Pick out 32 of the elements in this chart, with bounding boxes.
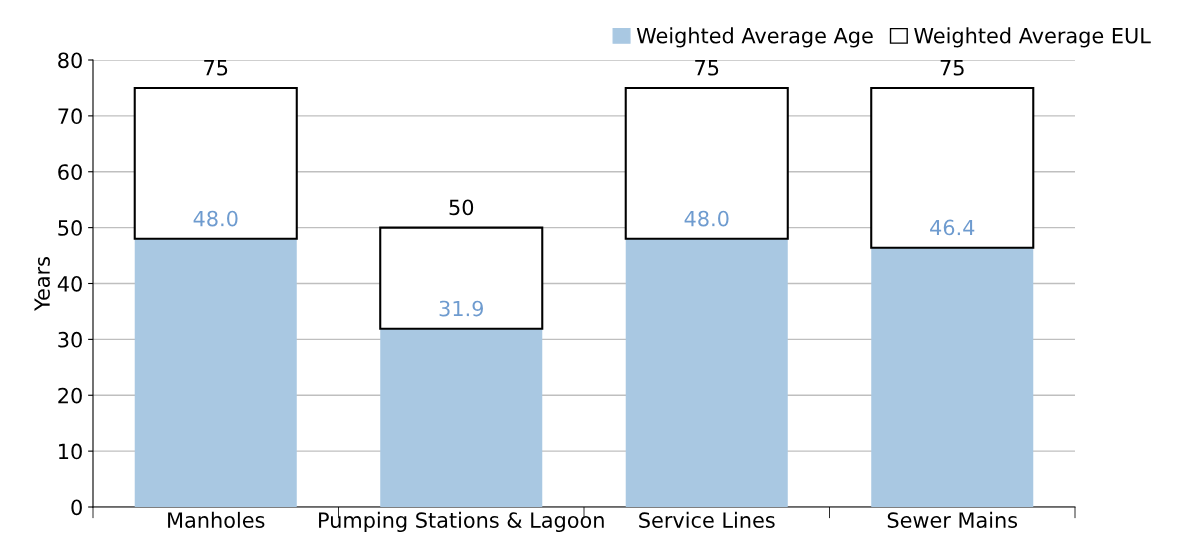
bar (625, 238, 788, 507)
x-tick-label: Sewer Mains (887, 511, 1018, 528)
y-tick-label: 20 (58, 387, 82, 404)
total-label: 75 (695, 60, 719, 76)
y-tick-label: 0 (71, 499, 82, 516)
data-label: 48.0 (684, 210, 729, 227)
total-label: 75 (204, 60, 228, 76)
data-label: 31.9 (439, 300, 483, 317)
y-tick-label: 70 (58, 108, 82, 125)
x-tick-label: Pumping Stations & Lagoon (319, 511, 604, 533)
total-label: 50 (449, 199, 474, 216)
y-tick-label: 10 (59, 443, 82, 460)
x-tick-label: Manholes (168, 511, 265, 528)
bar (133, 86, 298, 240)
bar (379, 226, 544, 330)
data-label: 48.0 (193, 210, 238, 227)
y-axis-title: Years (34, 257, 50, 312)
data-label: 46.4 (930, 219, 975, 236)
y-tick-label: 50 (58, 220, 82, 236)
legend-label: Weighted Average EUL (914, 27, 1151, 48)
bar (624, 86, 789, 240)
bar (134, 238, 297, 507)
y-tick-label: 60 (58, 164, 82, 180)
legend-label: Weighted Average Age (636, 27, 873, 48)
x-tick-label: Service Lines (639, 511, 775, 528)
bar (380, 328, 543, 507)
y-tick-label: 30 (58, 331, 82, 348)
bar (870, 86, 1035, 249)
bar (871, 247, 1034, 507)
y-tick-label: 80 (58, 52, 82, 69)
y-tick-label: 40 (57, 275, 82, 292)
total-label: 75 (940, 60, 964, 76)
